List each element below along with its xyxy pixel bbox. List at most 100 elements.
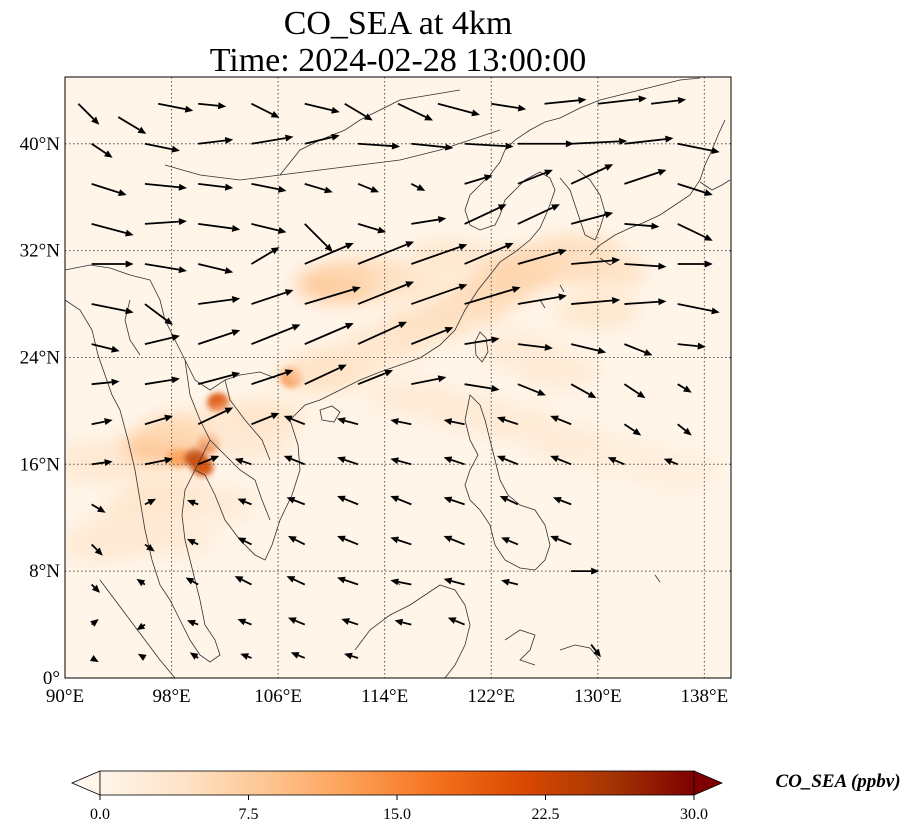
wind-vector xyxy=(237,618,252,626)
wind-vector xyxy=(286,576,306,586)
colorbar-ticks: 0.0 7.5 15.0 22.5 30.0 xyxy=(90,795,708,823)
colorbar: 0.0 7.5 15.0 22.5 30.0 CO_SEA (ppbv) xyxy=(70,770,901,823)
latitude-tick-label: 32°N xyxy=(20,241,61,262)
wind-vector xyxy=(410,183,426,191)
wind-vector xyxy=(90,618,99,627)
wind-vector xyxy=(337,576,359,586)
wind-vector xyxy=(394,618,412,626)
wind-vector xyxy=(499,495,519,506)
wind-vector xyxy=(287,536,306,546)
wind-vector xyxy=(357,183,380,193)
wind-vector xyxy=(552,496,572,506)
wind-vector xyxy=(251,369,294,386)
wind-vector xyxy=(357,369,394,386)
colorbar-bar xyxy=(99,770,695,796)
plume-cell xyxy=(635,452,720,489)
plume-cell xyxy=(167,447,190,468)
longitude-tick-label: 138°E xyxy=(681,686,729,707)
wind-vector xyxy=(517,383,546,396)
wind-vector xyxy=(624,262,667,270)
wind-vector xyxy=(341,618,359,626)
wind-vector xyxy=(198,296,241,305)
plume-cell xyxy=(65,526,141,563)
wind-vector xyxy=(411,283,468,305)
wind-vector xyxy=(411,216,447,225)
wind-vector xyxy=(91,503,106,513)
wind-vector xyxy=(464,204,507,225)
wind-vector xyxy=(237,537,252,546)
wind-vector xyxy=(517,343,553,351)
wind-vector xyxy=(571,137,628,145)
wind-vector xyxy=(287,617,306,626)
wind-vector xyxy=(390,536,412,546)
plume-cell xyxy=(222,399,307,436)
wind-vector xyxy=(571,567,600,575)
wind-vector xyxy=(89,655,99,663)
wind-vector xyxy=(251,182,287,193)
wind-vector xyxy=(677,182,713,196)
country-borders xyxy=(65,89,501,521)
colorbar-tick-label: 0.0 xyxy=(90,806,110,823)
wind-vector xyxy=(411,142,454,151)
wind-vector xyxy=(570,343,607,355)
wind-vector xyxy=(251,289,294,305)
wind-vector xyxy=(443,496,465,506)
wind-vector xyxy=(677,303,720,315)
gridlines-layer xyxy=(65,77,731,678)
latitude-tick-label: 40°N xyxy=(20,134,61,155)
wind-vector xyxy=(91,343,120,353)
wind-vector xyxy=(137,653,147,661)
plume-cell xyxy=(169,486,254,523)
wind-vector xyxy=(344,652,359,660)
wind-vector xyxy=(91,418,113,426)
wind-vector xyxy=(677,423,692,436)
wind-vector xyxy=(357,281,415,305)
longitude-tick-labels: 90°E 98°E 106°E 114°E 122°E 130°E 138°E xyxy=(46,686,728,707)
wind-vector xyxy=(623,423,642,436)
wind-vector xyxy=(571,297,621,305)
wind-vector xyxy=(590,644,601,658)
wind-vector xyxy=(304,133,340,145)
plume-cell xyxy=(555,292,640,329)
wind-vector xyxy=(117,116,147,134)
wind-vector xyxy=(304,182,333,194)
wind-vector xyxy=(144,376,180,386)
wind-vector xyxy=(397,102,433,121)
colorbar-tick-label: 22.5 xyxy=(532,806,560,823)
wind-vector xyxy=(144,456,173,466)
map-frame xyxy=(64,76,732,679)
map-title-line-1: CO_SEA at 4km xyxy=(284,5,513,42)
wind-vector xyxy=(607,457,625,466)
wind-vector xyxy=(290,652,306,659)
colorbar-extend-low xyxy=(70,770,101,796)
wind-vector xyxy=(234,576,252,586)
wind-vector xyxy=(344,102,373,121)
wind-vector xyxy=(624,343,653,356)
wind-vector xyxy=(91,182,127,196)
wind-vector xyxy=(136,578,146,587)
wind-vector xyxy=(144,498,157,506)
wind-vector xyxy=(437,102,480,117)
wind-vector xyxy=(197,455,220,466)
wind-vector xyxy=(501,578,519,586)
wind-vector xyxy=(198,137,234,145)
wind-vector xyxy=(464,336,500,345)
wind-vector xyxy=(623,383,646,399)
wind-vector xyxy=(357,321,408,345)
wind-vector xyxy=(91,459,113,467)
wind-vector xyxy=(251,412,280,426)
wind-vector xyxy=(677,223,713,241)
wind-vector xyxy=(77,103,100,125)
wind-vector xyxy=(187,499,199,507)
wind-vector xyxy=(91,223,134,237)
wind-vector xyxy=(136,622,146,631)
wind-vector xyxy=(337,417,359,426)
wind-vector xyxy=(677,342,706,350)
map-background xyxy=(65,77,731,678)
wind-vector xyxy=(464,142,514,150)
wind-vector xyxy=(197,329,241,345)
wind-vector xyxy=(198,182,234,191)
wind-vector xyxy=(91,303,134,315)
longitude-tick-label: 114°E xyxy=(361,686,408,707)
